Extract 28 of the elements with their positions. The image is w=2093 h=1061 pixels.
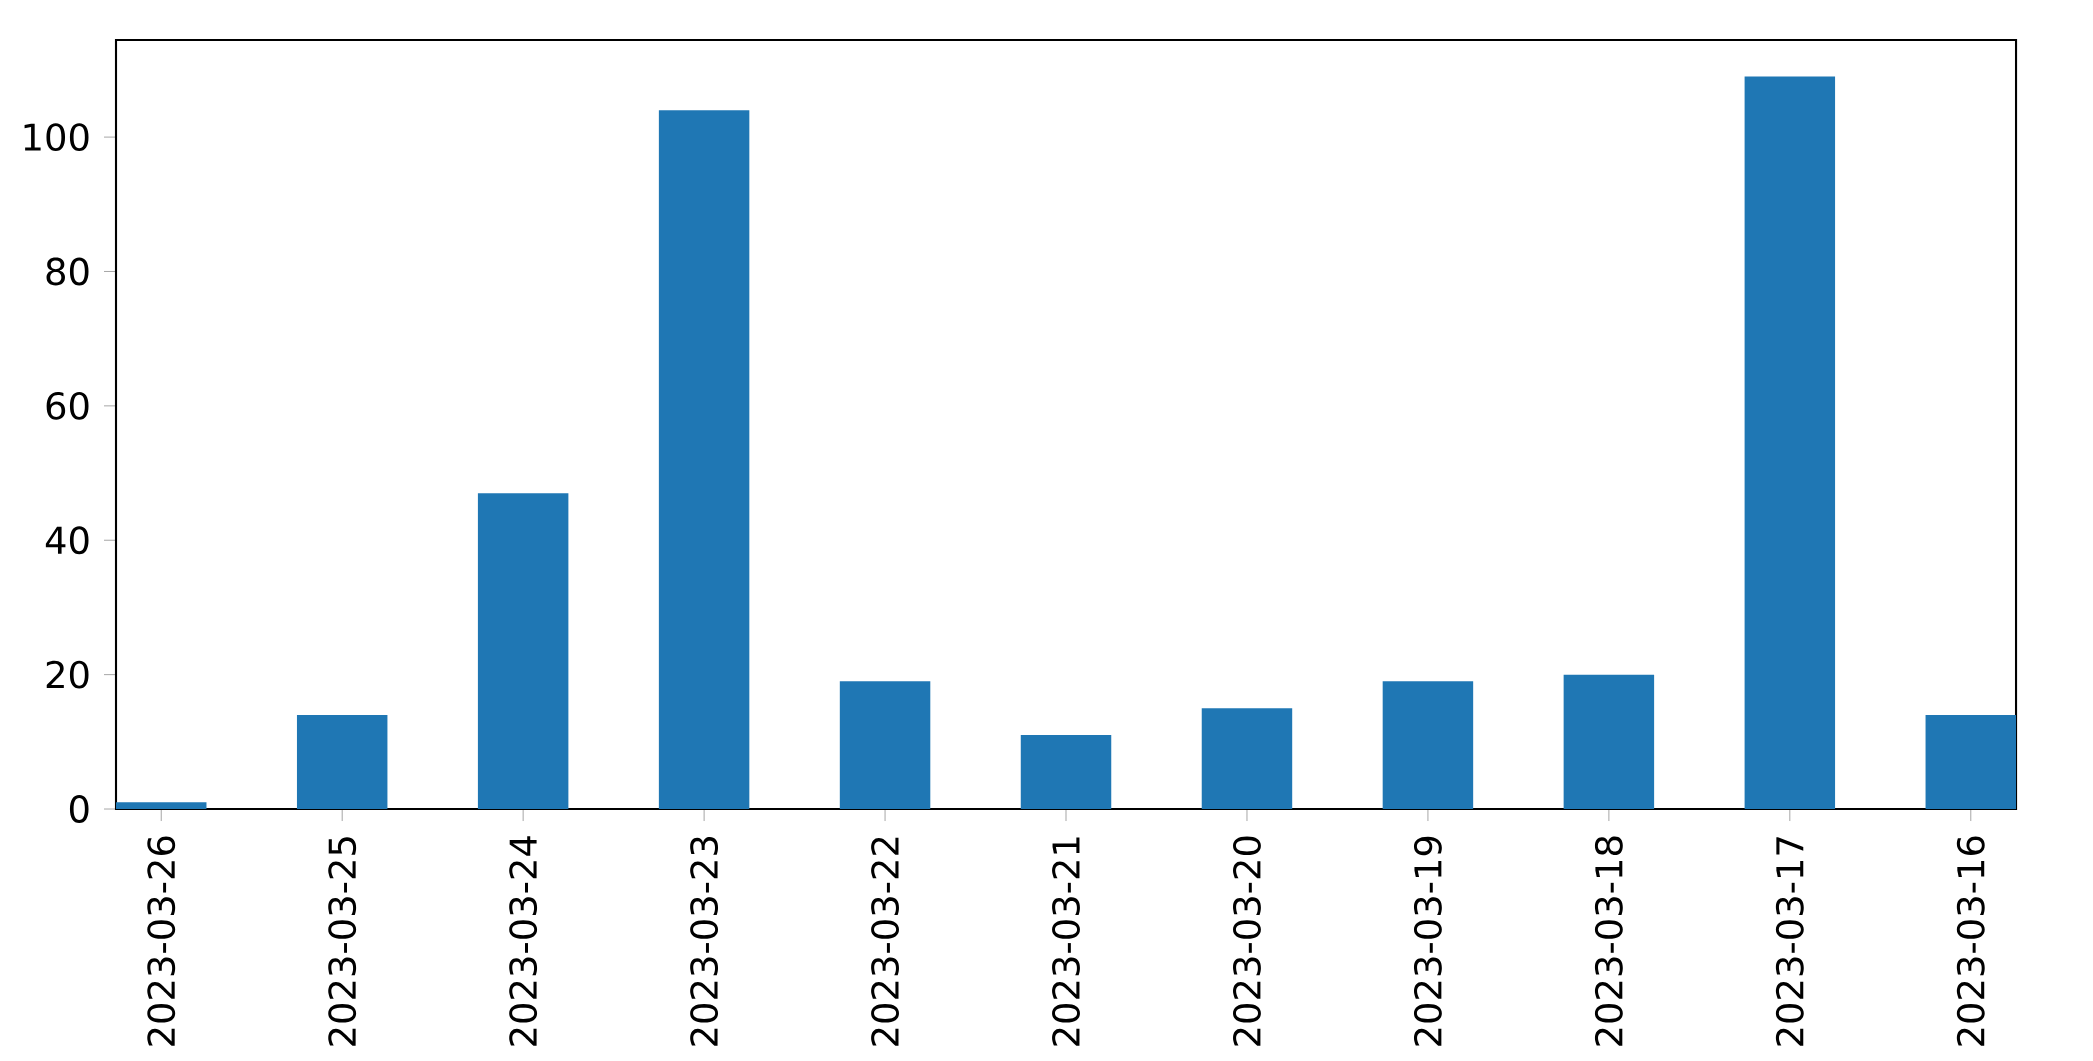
- bar: [1563, 674, 1655, 810]
- y-tick-label: 40: [45, 526, 89, 555]
- bar: [477, 493, 569, 810]
- y-tick-label: 0: [69, 795, 89, 823]
- bar: [1382, 681, 1474, 810]
- bar: [839, 681, 931, 810]
- x-tick-label: 2023-03-20: [1233, 836, 1261, 1046]
- x-tick-label: 2023-03-25: [328, 837, 357, 1046]
- x-tick-label: 2023-03-23: [690, 837, 719, 1046]
- x-tick-label: 2023-03-24: [509, 836, 538, 1046]
- y-tick-label: 60: [46, 391, 89, 420]
- y-tick-label: 80: [46, 257, 89, 286]
- bar: [1925, 714, 2017, 810]
- x-tick-label: 2023-03-18: [1594, 836, 1623, 1046]
- bar: [1201, 708, 1293, 810]
- x-tick-label: 2023-03-26: [147, 836, 176, 1046]
- y-tick-label: 20: [46, 660, 89, 689]
- bar: [1744, 76, 1836, 810]
- bar: [658, 110, 750, 810]
- x-tick-label: 2023-03-16: [1956, 836, 1985, 1046]
- bar: [296, 714, 388, 810]
- x-tick-label: 2023-03-17: [1775, 837, 1804, 1046]
- bar: [1020, 735, 1112, 810]
- x-tick-label: 2023-03-21: [1052, 837, 1080, 1046]
- x-tick-label: 2023-03-19: [1413, 836, 1442, 1046]
- x-tick-label: 2023-03-22: [871, 837, 899, 1046]
- y-tick-label: 100: [24, 123, 89, 152]
- bar: [116, 802, 207, 810]
